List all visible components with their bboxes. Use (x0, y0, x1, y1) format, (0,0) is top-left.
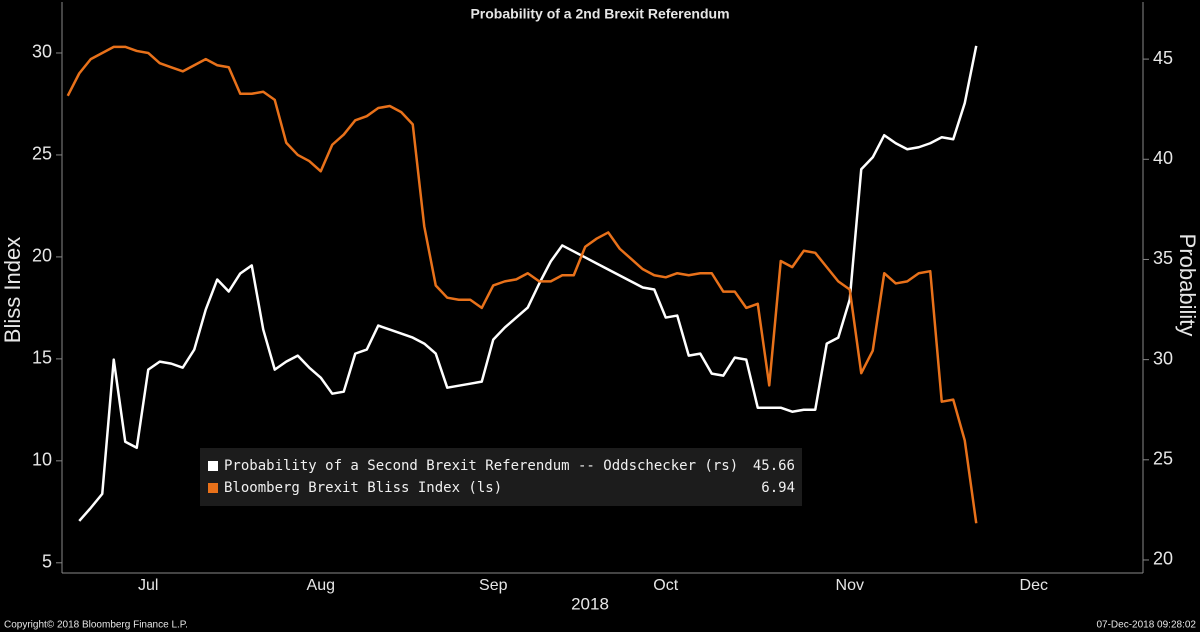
chart-title: Probability of a 2nd Brexit Referendum (470, 6, 729, 22)
x-tick-label: Dec (1020, 577, 1048, 594)
y-tick-label: 15 (32, 348, 52, 368)
y2-tick-label: 40 (1153, 148, 1173, 168)
y2-axis-label: Probability (1175, 234, 1200, 337)
legend-items: Probability of a Second Brexit Referendu… (208, 458, 795, 496)
y2-tick-label: 45 (1153, 48, 1173, 68)
y-tick-label: 25 (32, 144, 52, 164)
timestamp: 07-Dec-2018 09:28:02 (1096, 620, 1196, 631)
x-tick-label: Oct (653, 577, 678, 594)
y2-tick-label: 20 (1153, 549, 1173, 569)
legend-label: Bloomberg Brexit Bliss Index (ls) (224, 480, 502, 496)
x-axis-label: 2018 (571, 594, 609, 613)
x-tick-label: Nov (836, 577, 864, 594)
legend (200, 448, 802, 506)
y2-tick-label: 35 (1153, 248, 1173, 268)
series-line (78, 45, 978, 522)
y2-tick-label: 25 (1153, 449, 1173, 469)
x-tick-label: Aug (307, 577, 335, 594)
plot (66, 45, 978, 524)
x-tick-label: Sep (479, 577, 508, 594)
y2-tick-label: 30 (1153, 348, 1173, 368)
y-tick-label: 20 (32, 246, 52, 266)
y-tick-label: 30 (32, 42, 52, 62)
source: Copyright© 2018 Bloomberg Finance L.P. (4, 620, 188, 631)
y-tick-label: 10 (32, 450, 52, 470)
series-line (66, 45, 978, 524)
y-axis-label: Bliss Index (0, 237, 25, 343)
legend-value: 6.94 (761, 480, 795, 496)
legend-value: 45.66 (753, 458, 795, 474)
legend-swatch (208, 461, 218, 471)
y-tick-label: 5 (42, 552, 52, 572)
legend-label: Probability of a Second Brexit Referendu… (224, 458, 738, 474)
x-tick-label: Jul (138, 577, 158, 594)
legend-swatch (208, 483, 218, 493)
